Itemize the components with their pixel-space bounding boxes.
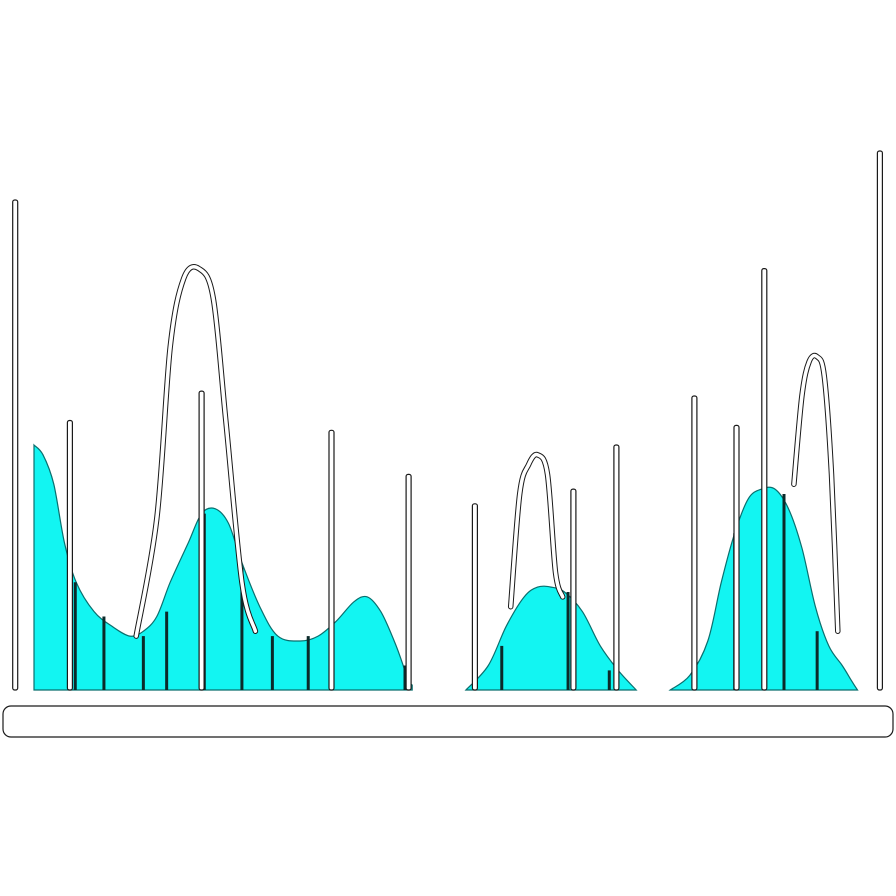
spike-7 <box>570 488 577 691</box>
spike-2 <box>66 419 74 691</box>
spike-5 <box>405 473 412 691</box>
spike-9 <box>691 395 698 691</box>
spike-1 <box>12 199 19 691</box>
area-segment-1 <box>33 443 413 691</box>
outline-layer <box>133 264 841 639</box>
outline-curve-3 <box>791 352 841 634</box>
spike-8 <box>613 444 620 691</box>
spike-12 <box>876 150 884 691</box>
spike-11 <box>761 268 768 691</box>
area-segment-2 <box>464 585 638 691</box>
spike-10 <box>733 424 740 691</box>
spike-layer <box>12 150 884 691</box>
x-axis-bar <box>2 705 894 738</box>
spike-3 <box>198 390 205 691</box>
spike-4 <box>328 429 335 691</box>
outline-curve-2 <box>507 451 566 610</box>
outline-curve-1 <box>133 264 259 639</box>
spike-6 <box>471 503 478 691</box>
